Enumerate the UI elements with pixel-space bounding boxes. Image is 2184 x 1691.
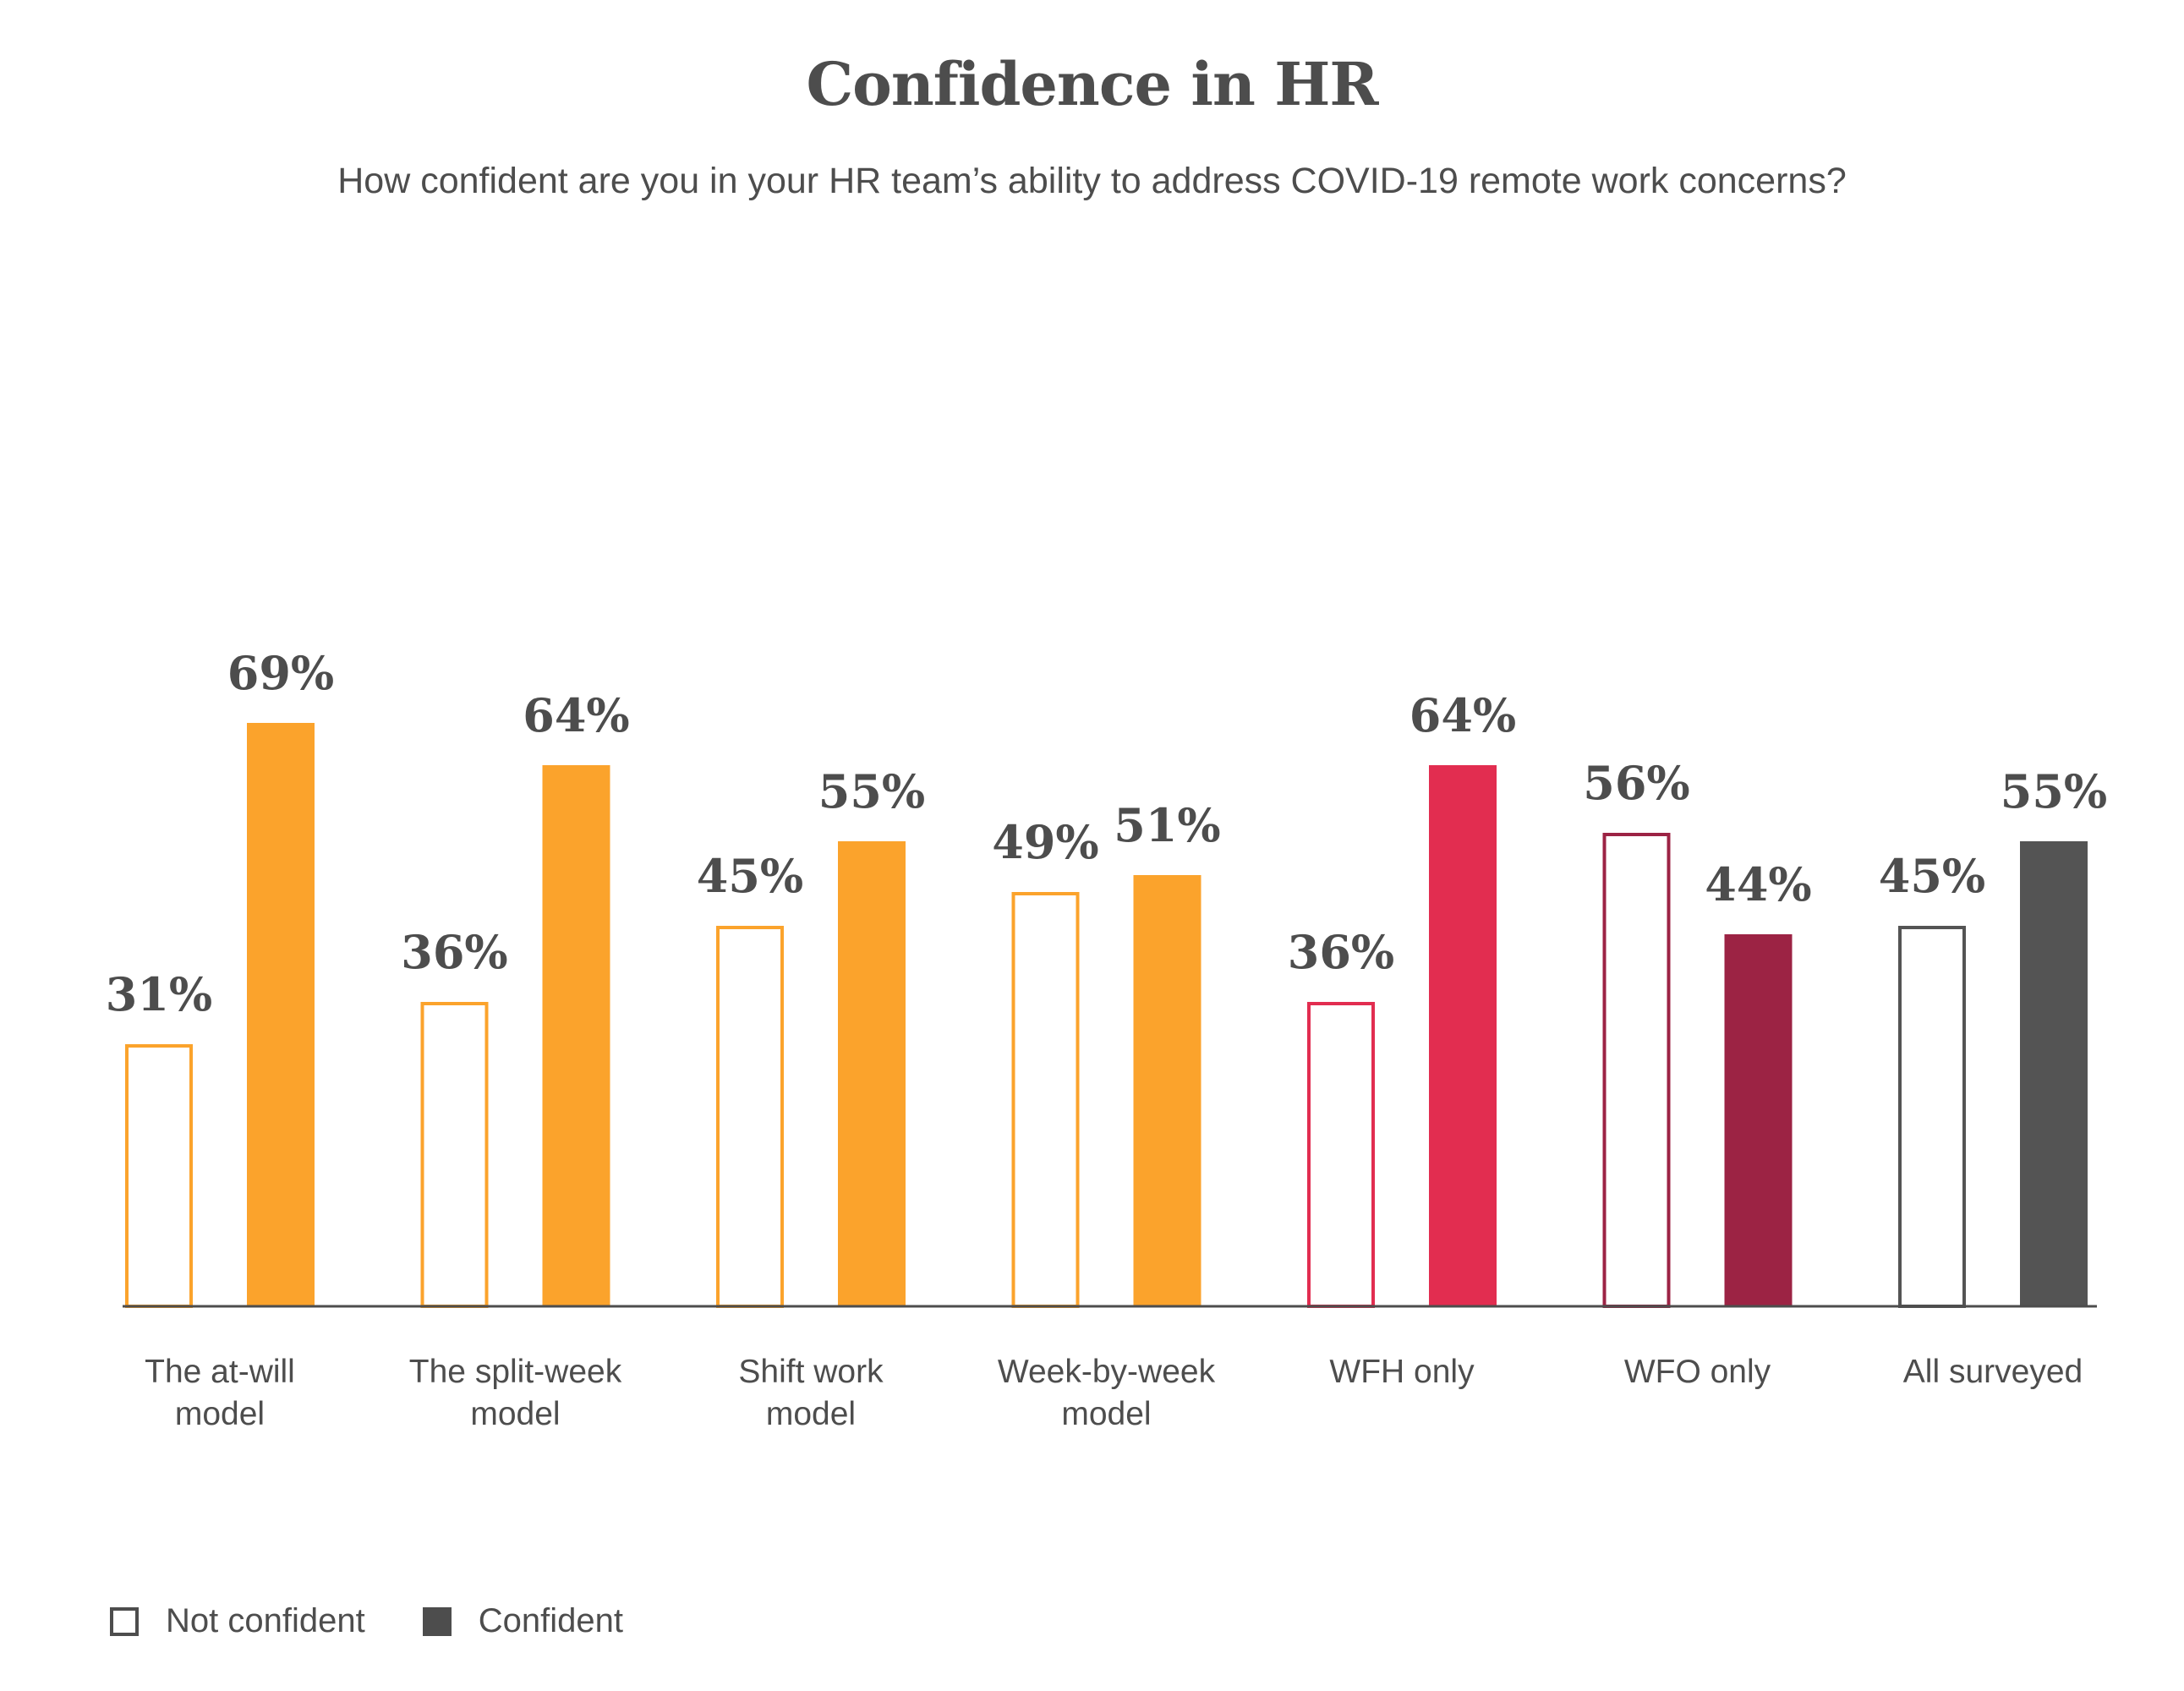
bar-confident [1429, 765, 1497, 1306]
bar-confident [1133, 875, 1201, 1306]
bar-value-label: 56% [1583, 756, 1689, 810]
legend-swatch-filled [422, 1606, 452, 1636]
bar-not-confident [125, 1044, 193, 1308]
bar-value-label: 64% [523, 688, 629, 742]
bar-value-label: 49% [992, 815, 1098, 869]
bar-not-confident [1307, 1002, 1375, 1308]
bar-confident [1724, 934, 1793, 1306]
bar-value-label: 69% [227, 646, 334, 700]
legend: Not confident Confident [110, 1602, 681, 1640]
bar-confident [247, 723, 315, 1306]
bar-value-label: 36% [1288, 925, 1394, 979]
legend-label-confident: Confident [478, 1602, 623, 1639]
x-tick-label: model [1061, 1396, 1151, 1432]
bar-not-confident [1602, 833, 1671, 1308]
chart-subtitle: How confident are you in your HR team’s … [337, 161, 1847, 201]
x-tick-label: All surveyed [1903, 1354, 2083, 1390]
x-tick-label: Week-by-week [998, 1354, 1216, 1390]
x-tick-label: model [766, 1396, 856, 1432]
bar-value-label: 45% [1879, 849, 1985, 903]
bar-value-label: 45% [697, 849, 803, 903]
bar-value-label: 36% [401, 925, 507, 979]
x-tick-label: WFO only [1624, 1354, 1771, 1390]
bar-not-confident [420, 1002, 489, 1308]
bar-value-label: 64% [1409, 688, 1516, 742]
x-tick-label: The at-will [145, 1354, 295, 1390]
x-tick-label: model [470, 1396, 560, 1432]
bar-confident [2020, 841, 2088, 1306]
legend-swatch-outline [110, 1606, 139, 1636]
bar-confident [542, 765, 610, 1306]
x-tick-label: model [175, 1396, 265, 1432]
bar-not-confident [1011, 892, 1080, 1308]
x-tick-label: Shift work [738, 1354, 884, 1390]
chart-title: Confidence in HR [806, 49, 1378, 119]
x-tick-label: The split-week [409, 1354, 622, 1390]
legend-item-not-confident: Not confident [110, 1602, 365, 1640]
legend-label-not-confident: Not confident [166, 1602, 365, 1639]
bar-value-label: 55% [2001, 764, 2107, 818]
bar-confident [838, 841, 906, 1306]
bar-not-confident [716, 926, 784, 1308]
plot-area: 31% 69% The at-will model 36% 64% The split-we… [106, 646, 2107, 1432]
legend-item-confident: Confident [422, 1602, 623, 1640]
bar-not-confident [1898, 926, 1966, 1308]
bar-value-label: 51% [1114, 798, 1220, 852]
bar-value-label: 44% [1705, 857, 1811, 911]
x-tick-label: WFH only [1329, 1354, 1475, 1390]
bar-value-label: 31% [106, 967, 212, 1021]
bar-value-label: 55% [818, 764, 925, 818]
